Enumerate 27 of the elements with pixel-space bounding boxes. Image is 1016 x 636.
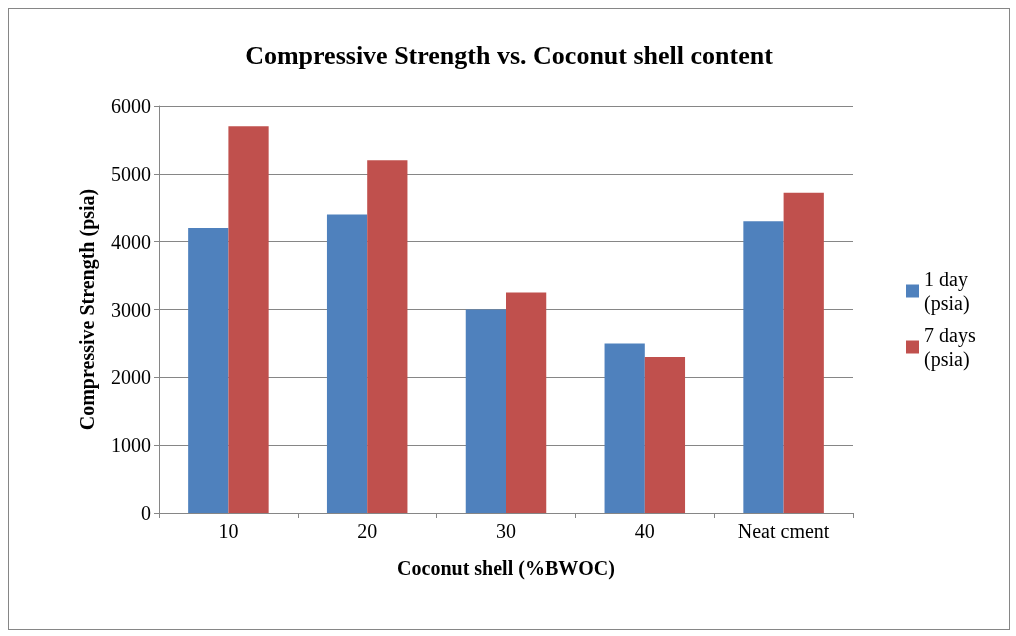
bar <box>604 343 645 513</box>
bar <box>228 126 269 513</box>
y-tick-label: 3000 <box>111 298 151 321</box>
y-tick-label: 0 <box>141 502 151 524</box>
legend-label: 7 days (psia) <box>924 324 981 371</box>
bar <box>743 221 784 513</box>
y-tick-label: 6000 <box>111 95 151 117</box>
bar <box>326 214 368 513</box>
bar <box>783 192 824 513</box>
chart-title: Compressive Strength vs. Coconut shell content <box>245 40 774 70</box>
x-tick-label: 10 <box>218 520 239 542</box>
bar <box>367 160 408 513</box>
x-tick-label: 30 <box>496 520 516 542</box>
y-tick-label: 2000 <box>111 366 151 389</box>
x-axis-title: Coconut shell (%BWOC) <box>397 557 615 580</box>
legend-label: 1 day (psia) <box>924 268 973 315</box>
bar <box>506 292 547 513</box>
y-tick-label: 1000 <box>111 434 151 457</box>
bar <box>644 356 686 513</box>
x-tick-label: 20 <box>357 520 378 542</box>
x-tick-label: 40 <box>634 520 655 542</box>
y-axis-title: Compressive Strength (psia) <box>76 188 99 431</box>
y-tick-label: 5000 <box>111 162 151 185</box>
x-tick-label: Neat cment <box>737 520 830 542</box>
bar <box>188 228 229 513</box>
bar <box>465 309 506 513</box>
y-tick-label: 4000 <box>111 230 151 253</box>
